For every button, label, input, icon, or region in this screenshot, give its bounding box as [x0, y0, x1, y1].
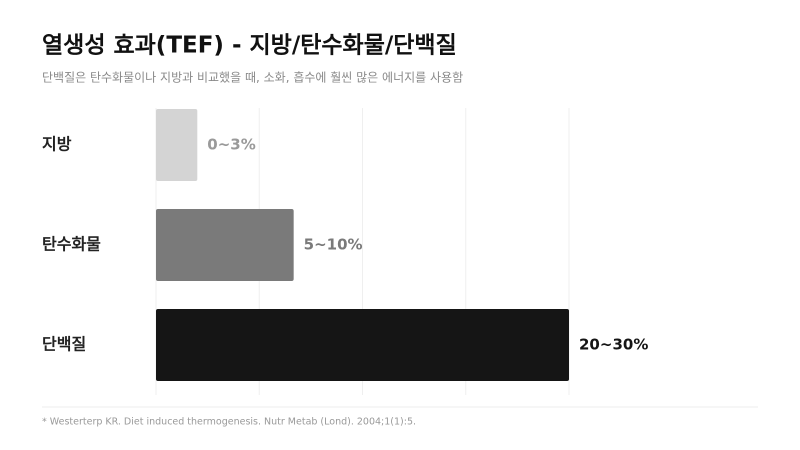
bar: [156, 309, 569, 381]
bar: [156, 109, 198, 181]
category-label: 탄수화물: [42, 235, 101, 254]
value-label: 0~3%: [207, 136, 255, 154]
bar: [156, 209, 294, 281]
category-label: 지방: [42, 135, 72, 154]
category-label: 단백질: [42, 335, 86, 354]
value-label: 5~10%: [304, 236, 363, 254]
chart-title: 열생성 효과(TEF) - 지방/탄수화물/단백질: [42, 33, 457, 59]
chart-subtitle: 단백질은 탄수화물이나 지방과 비교했을 때, 소화, 흡수에 훨씬 많은 에너…: [42, 71, 463, 85]
footnote: * Westerterp KR. Diet induced thermogene…: [42, 417, 416, 428]
value-label: 20~30%: [579, 336, 648, 354]
